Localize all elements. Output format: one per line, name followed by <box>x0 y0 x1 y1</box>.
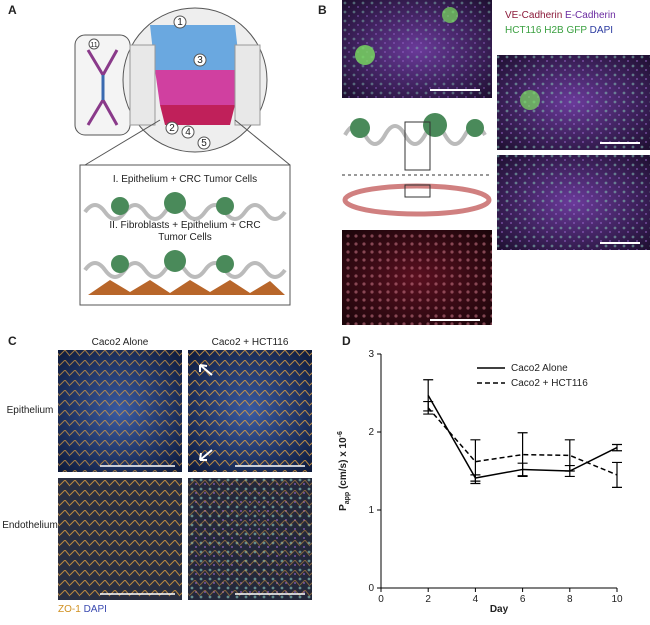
column-label: Caco2 Alone <box>92 337 149 348</box>
y-label-base: P <box>338 504 349 511</box>
legend-text: VE-Cadherin E-Cadherin <box>505 10 616 21</box>
callout: 3 <box>197 55 203 66</box>
stain-legend: ZO-1 DAPI <box>58 604 107 615</box>
panel-label: D <box>342 334 351 348</box>
callout: 5 <box>201 138 207 149</box>
error-bar <box>423 400 434 415</box>
x-tick-label: 2 <box>425 594 431 605</box>
chart: 0 1 2 3 0 2 4 6 8 10 Caco2 Alone Caco2 + HCT116 <box>368 349 623 605</box>
box-text: Tumor Cells <box>158 232 212 243</box>
x-tick-label: 8 <box>567 594 573 605</box>
error-bar <box>564 439 575 472</box>
micrographs-c <box>58 350 312 600</box>
callout: 4 <box>185 127 191 138</box>
x-axis-label: Day <box>490 604 509 615</box>
legend-h2b: HCT116 H2B GFP <box>505 25 587 36</box>
x-tick-label: 10 <box>611 594 623 605</box>
stain-zo1: ZO-1 <box>58 604 81 615</box>
legend-label: Caco2 + HCT116 <box>511 378 588 389</box>
device-schematic <box>74 7 291 306</box>
stain-dapi: DAPI <box>84 604 107 615</box>
y-tick-label: 3 <box>368 349 374 360</box>
y-label-sub: app <box>344 492 351 504</box>
y-tick-label: 2 <box>368 427 374 438</box>
x-tick-label: 4 <box>473 594 479 605</box>
y-label-mid: (cm/s) x 10 <box>338 437 349 492</box>
y-tick-label: 0 <box>368 583 374 594</box>
callout: 11 <box>90 42 97 49</box>
box-text: II. Fibroblasts + Epithelium + CRC <box>109 220 260 231</box>
callout: 2 <box>169 123 175 134</box>
x-tick-label: 0 <box>378 594 384 605</box>
x-tick-label: 6 <box>520 594 526 605</box>
legend-label: Caco2 Alone <box>511 363 568 374</box>
error-bar <box>612 443 622 452</box>
legend-dapi: DAPI <box>590 25 613 36</box>
row-label: Endothelium <box>2 520 58 531</box>
panel-label: A <box>8 3 17 17</box>
panel-label: C <box>8 334 17 348</box>
column-label: Caco2 + HCT116 <box>212 337 289 348</box>
callout: 1 <box>177 17 183 28</box>
callouts: 1 2 3 4 5 11 <box>88 15 211 150</box>
legend-ve: VE-Cadherin <box>505 10 562 21</box>
panel-label: B <box>318 3 327 17</box>
y-axis-label: Papp (cm/s) x 10-6 <box>337 431 351 511</box>
legend-text: HCT116 H2B GFP DAPI <box>505 25 613 36</box>
legend-e: E-Cadherin <box>565 10 616 21</box>
box-text: I. Epithelium + CRC Tumor Cells <box>113 174 257 185</box>
micrographs-b <box>342 0 650 325</box>
y-tick-label: 1 <box>368 505 374 516</box>
error-bar <box>612 461 622 488</box>
y-label-sup: -6 <box>337 431 344 437</box>
row-label: Epithelium <box>7 405 54 416</box>
error-bar <box>517 432 528 478</box>
error-bar <box>470 439 481 485</box>
